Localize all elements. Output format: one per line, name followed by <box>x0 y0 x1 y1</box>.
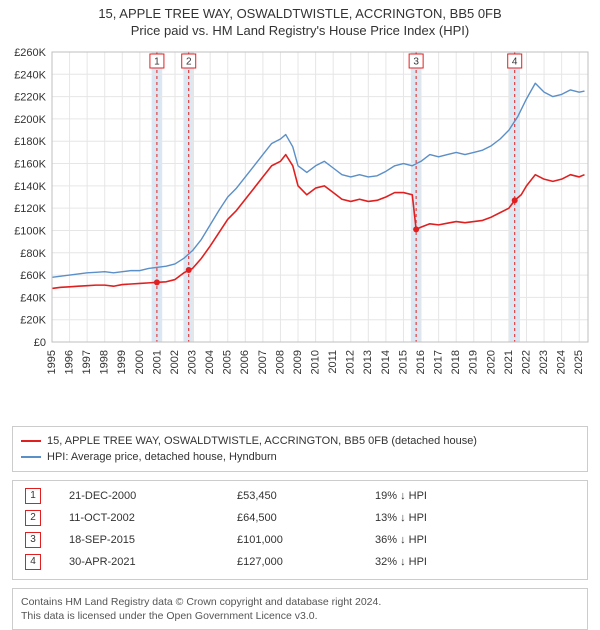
transaction-row: 2 11-OCT-2002£64,50013% ↓ HPI <box>21 507 579 529</box>
transaction-marker-cell: 3 <box>21 529 65 551</box>
y-tick-label: £60K <box>20 270 46 282</box>
y-tick-label: £0 <box>34 337 46 349</box>
figure-title: 15, APPLE TREE WAY, OSWALDTWISTLE, ACCRI… <box>0 6 600 21</box>
x-tick-label: 2018 <box>450 350 462 374</box>
x-tick-label: 2012 <box>345 350 357 374</box>
y-tick-label: £180K <box>14 136 46 148</box>
x-tick-label: 2022 <box>520 350 532 374</box>
transaction-marker-cell: 2 <box>21 507 65 529</box>
legend-label: HPI: Average price, detached house, Hynd… <box>47 451 277 463</box>
transaction-marker-cell: 1 <box>21 485 65 507</box>
transaction-marker-icon: 4 <box>25 554 41 570</box>
legend-item: 15, APPLE TREE WAY, OSWALDTWISTLE, ACCRI… <box>21 433 579 449</box>
x-tick-label: 1998 <box>99 350 111 374</box>
legend: 15, APPLE TREE WAY, OSWALDTWISTLE, ACCRI… <box>12 426 588 472</box>
transaction-row: 4 30-APR-2021£127,00032% ↓ HPI <box>21 551 579 573</box>
transaction-price: £64,500 <box>233 507 371 529</box>
x-tick-label: 2020 <box>485 350 497 374</box>
y-tick-label: £40K <box>20 292 46 304</box>
x-tick-label: 2001 <box>151 350 163 374</box>
legend-swatch <box>21 456 41 458</box>
x-tick-label: 2023 <box>538 350 550 374</box>
x-tick-label: 2024 <box>556 350 568 374</box>
y-tick-label: £200K <box>14 114 46 126</box>
y-tick-label: £140K <box>14 181 46 193</box>
x-tick-label: 2010 <box>310 350 322 374</box>
footer-line-2: This data is licensed under the Open Gov… <box>21 609 579 623</box>
transaction-price: £127,000 <box>233 551 371 573</box>
marker-number: 2 <box>186 57 192 68</box>
legend-swatch <box>21 440 41 442</box>
marker-number: 1 <box>154 57 160 68</box>
titles-block: 15, APPLE TREE WAY, OSWALDTWISTLE, ACCRI… <box>0 0 600 38</box>
y-tick-label: £20K <box>20 315 46 327</box>
transactions-table: 1 21-DEC-2000£53,45019% ↓ HPI 2 11-OCT-2002… <box>12 480 588 580</box>
transaction-price: £101,000 <box>233 529 371 551</box>
transaction-date: 18-SEP-2015 <box>65 529 233 551</box>
marker-dot <box>186 267 192 273</box>
marker-dot <box>512 197 518 203</box>
y-tick-label: £100K <box>14 225 46 237</box>
x-tick-label: 2006 <box>239 350 251 374</box>
transaction-marker-cell: 4 <box>21 551 65 573</box>
x-tick-label: 2002 <box>169 350 181 374</box>
transaction-delta: 19% ↓ HPI <box>371 485 579 507</box>
footer-line-1: Contains HM Land Registry data © Crown c… <box>21 595 579 609</box>
transaction-marker-icon: 3 <box>25 532 41 548</box>
transaction-marker-icon: 2 <box>25 510 41 526</box>
x-tick-label: 2014 <box>380 350 392 374</box>
marker-dot <box>413 226 419 232</box>
x-tick-label: 2017 <box>433 350 445 374</box>
x-tick-label: 2000 <box>134 350 146 374</box>
y-tick-label: £160K <box>14 159 46 171</box>
transaction-date: 21-DEC-2000 <box>65 485 233 507</box>
x-tick-label: 2019 <box>468 350 480 374</box>
marker-dot <box>154 279 160 285</box>
transaction-price: £53,450 <box>233 485 371 507</box>
x-tick-label: 2025 <box>573 350 585 374</box>
figure-container: 15, APPLE TREE WAY, OSWALDTWISTLE, ACCRI… <box>0 0 600 630</box>
x-tick-label: 1996 <box>63 350 75 374</box>
chart-svg: £0 £20K £40K £60K £80K £100K £120K £140K £160K £1… <box>0 38 600 418</box>
transaction-delta: 13% ↓ HPI <box>371 507 579 529</box>
x-tick-label: 2003 <box>186 350 198 374</box>
attribution-footer: Contains HM Land Registry data © Crown c… <box>12 588 588 630</box>
y-tick-label: £120K <box>14 203 46 215</box>
figure-subtitle: Price paid vs. HM Land Registry's House … <box>0 23 600 38</box>
transaction-date: 11-OCT-2002 <box>65 507 233 529</box>
x-tick-label: 2013 <box>362 350 374 374</box>
x-tick-label: 1999 <box>116 350 128 374</box>
legend-item: HPI: Average price, detached house, Hynd… <box>21 449 579 465</box>
x-tick-label: 2016 <box>415 350 427 374</box>
x-tick-label: 2008 <box>274 350 286 374</box>
y-tick-label: £220K <box>14 92 46 104</box>
y-tick-label: £260K <box>14 47 46 59</box>
x-tick-label: 2007 <box>257 350 269 374</box>
x-tick-label: 1997 <box>81 350 93 374</box>
x-tick-label: 2009 <box>292 350 304 374</box>
transaction-row: 1 21-DEC-2000£53,45019% ↓ HPI <box>21 485 579 507</box>
x-tick-label: 2005 <box>222 350 234 374</box>
y-tick-label: £240K <box>14 69 46 81</box>
transaction-delta: 36% ↓ HPI <box>371 529 579 551</box>
y-tick-label: £80K <box>20 248 46 260</box>
x-tick-label: 2015 <box>397 350 409 374</box>
chart: £0 £20K £40K £60K £80K £100K £120K £140K £160K £1… <box>0 38 600 418</box>
marker-number: 3 <box>413 57 419 68</box>
transaction-row: 3 18-SEP-2015£101,00036% ↓ HPI <box>21 529 579 551</box>
transaction-marker-icon: 1 <box>25 488 41 504</box>
transaction-date: 30-APR-2021 <box>65 551 233 573</box>
x-tick-label: 2021 <box>503 350 515 374</box>
x-tick-label: 1995 <box>46 350 58 374</box>
marker-number: 4 <box>512 57 518 68</box>
x-tick-label: 2004 <box>204 350 216 374</box>
legend-label: 15, APPLE TREE WAY, OSWALDTWISTLE, ACCRI… <box>47 435 477 447</box>
x-tick-label: 2011 <box>327 350 339 374</box>
transaction-delta: 32% ↓ HPI <box>371 551 579 573</box>
